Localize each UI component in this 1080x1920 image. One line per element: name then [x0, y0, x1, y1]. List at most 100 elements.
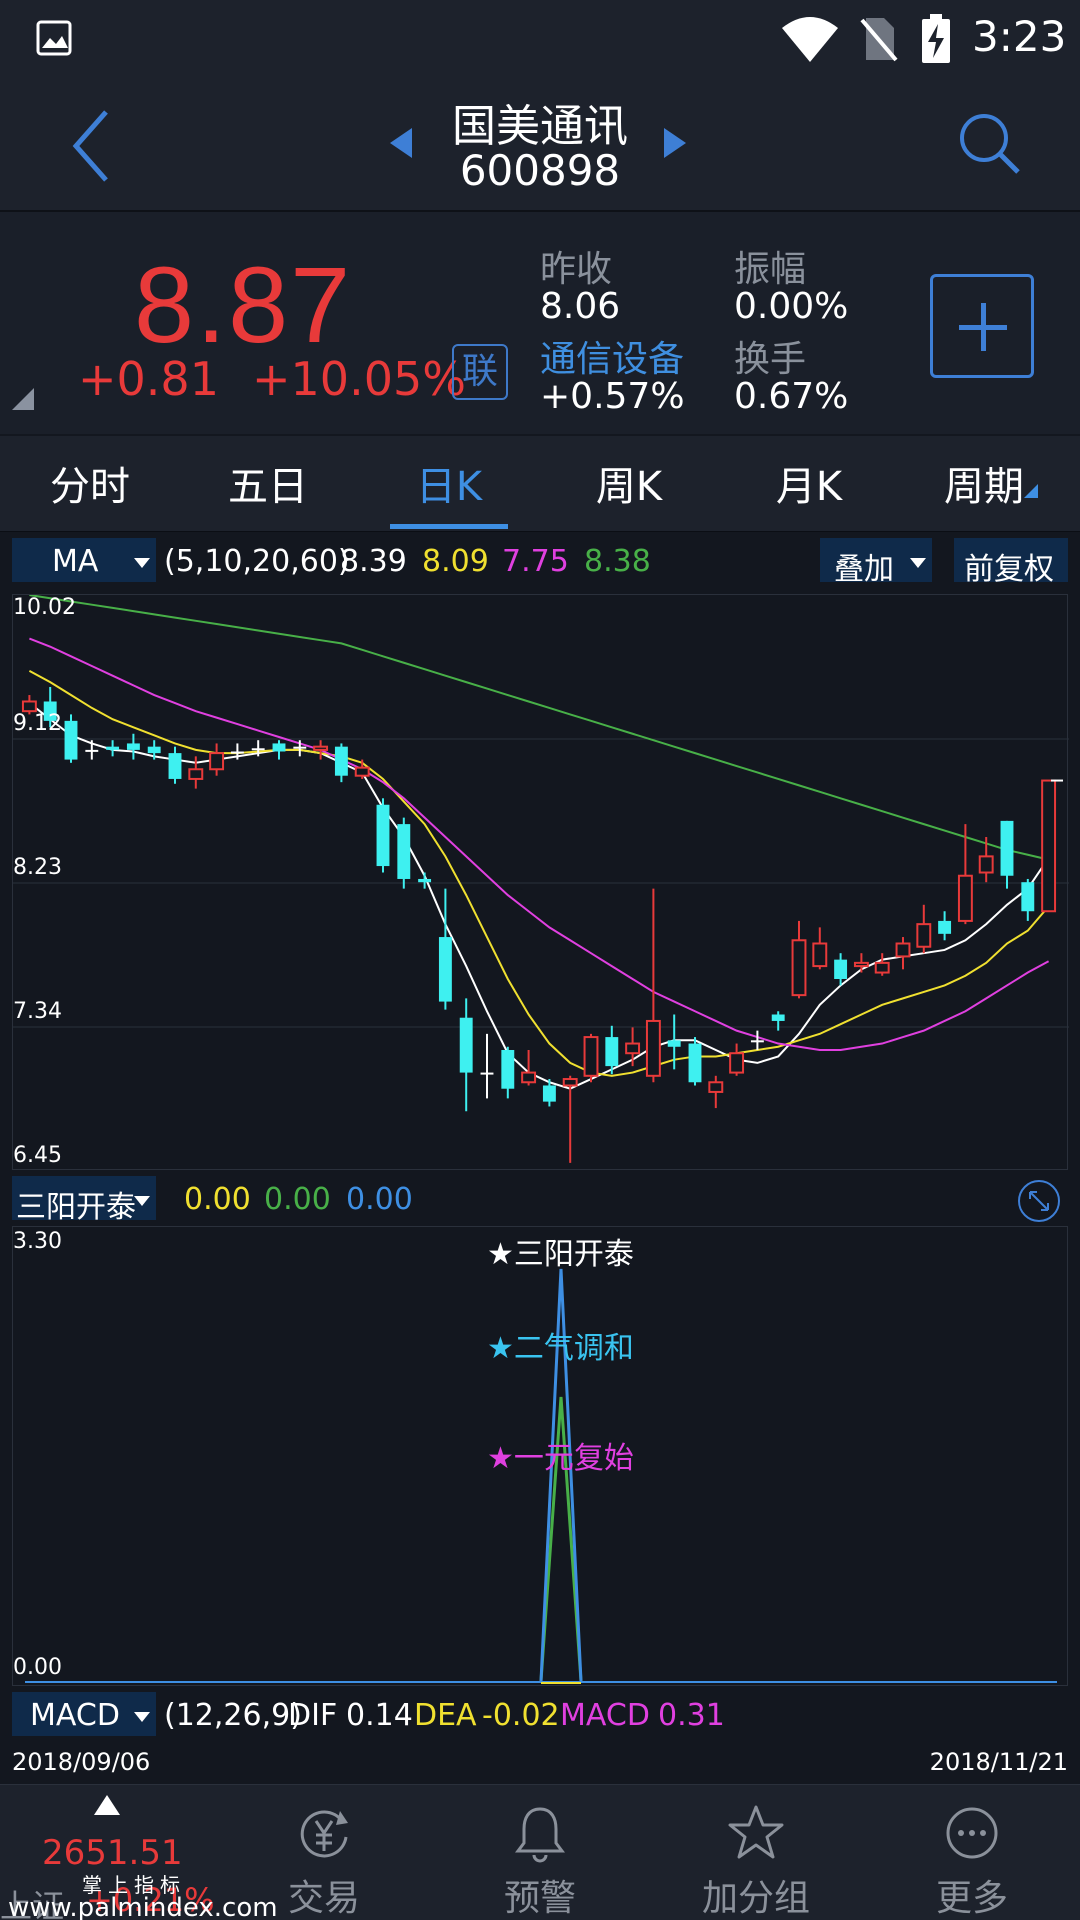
indicator-ymin: 0.00 [13, 1655, 62, 1680]
candle [874, 953, 890, 976]
candle [957, 824, 973, 925]
macd-selector[interactable]: MACD [12, 1692, 156, 1736]
legend-yiyuan: ★一元复始 [487, 1441, 634, 1476]
dif-label: DIF [288, 1698, 338, 1733]
indicator-bar: 三阳开泰 0.00 0.00 0.00 [0, 1172, 1080, 1225]
start-date: 2018/09/06 [12, 1748, 151, 1776]
clock: 3:23 [972, 12, 1067, 61]
next-stock-icon[interactable] [664, 128, 686, 158]
candle [85, 740, 99, 760]
image-notification-icon [36, 20, 72, 56]
candle [459, 998, 473, 1112]
macd-value: 0.31 [658, 1698, 725, 1733]
ma10-value: 8.09 [422, 544, 489, 579]
battery-charging-icon [922, 14, 950, 63]
linked-stock-button[interactable]: 联 [452, 344, 508, 400]
adjust-button[interactable]: 前复权 [954, 538, 1068, 587]
indicator-selector[interactable]: 三阳开泰 [12, 1176, 156, 1225]
amplitude-value: 0.00% [734, 286, 849, 327]
candle [771, 1011, 785, 1031]
date-range: 2018/09/06 2018/11/21 [0, 1744, 1080, 1780]
index-ticker[interactable]: 2651.51 上证 +0.21% 掌上指标 www.palmindex.com [0, 1785, 278, 1920]
candle [230, 743, 244, 760]
ma-params: (5,10,20,60) [164, 544, 350, 579]
fullscreen-icon[interactable] [1016, 1178, 1062, 1224]
tab-monthly-k[interactable]: 月K [775, 464, 843, 510]
series-line-ma20 [29, 637, 1050, 1051]
tab-five-day[interactable]: 五日 [228, 464, 308, 510]
ma-selector[interactable]: MA [12, 538, 156, 582]
dif-value: 0.14 [346, 1698, 413, 1733]
industry-link[interactable]: 通信设备 [540, 339, 685, 380]
chevron-down-icon [134, 1712, 150, 1722]
legend-erqi: ★二气调和 [487, 1331, 634, 1366]
expand-corner-icon[interactable] [12, 388, 34, 410]
candle [501, 1046, 515, 1099]
candle [853, 953, 869, 973]
period-dropdown-icon [1024, 484, 1038, 498]
candle [895, 937, 911, 970]
legend-sanyang: ★三阳开泰 [487, 1237, 634, 1272]
add-watchlist-button[interactable] [930, 274, 1034, 378]
period-tabs: 分时 五日 日K 周K 月K 周期 [0, 436, 1080, 532]
tab-daily-k[interactable]: 日K [415, 464, 483, 510]
candle [605, 1025, 619, 1075]
turnover-value: 0.67% [734, 376, 849, 417]
tab-period[interactable]: 周期 [944, 464, 1024, 510]
prev-close-label: 昨收 [540, 249, 613, 290]
chevron-down-icon [910, 558, 926, 568]
candle [209, 743, 225, 776]
candle [791, 920, 807, 999]
ma-bar: MA (5,10,20,60) 8.39 8.09 7.75 8.38 叠加 前… [0, 534, 1080, 592]
candle [376, 798, 390, 873]
prev-close-value: 8.06 [540, 286, 621, 327]
chevron-down-icon [134, 558, 150, 568]
candle [251, 740, 265, 757]
quote-panel: 8.87 +0.81 +10.05% 联 昨收 8.06 通信设备 +0.57%… [0, 212, 1080, 434]
trade-yen-icon [300, 1810, 348, 1858]
candle [750, 1030, 764, 1050]
current-price: 8.87 [134, 244, 353, 365]
nav-more[interactable]: 更多 [864, 1785, 1080, 1920]
index-value: 2651.51 [42, 1833, 183, 1873]
indicator-ymax: 3.30 [13, 1229, 62, 1254]
candle [334, 743, 348, 783]
macd-label: MACD [560, 1698, 650, 1733]
stock-header: 国美通讯 600898 [0, 76, 1080, 212]
bell-icon [515, 1807, 565, 1863]
tab-weekly-k[interactable]: 周K [595, 464, 663, 510]
nav-trade[interactable]: 交易 [216, 1785, 432, 1920]
stock-name: 国美通讯 [452, 101, 628, 152]
indicator-chart[interactable]: 3.30 0.00 ★三阳开泰 ★二气调和 ★一元复始 [12, 1226, 1068, 1686]
candle [64, 714, 78, 763]
indicator-svg [25, 1268, 1057, 1684]
candle [397, 817, 411, 889]
back-icon[interactable] [66, 106, 116, 186]
candle [43, 686, 57, 728]
candle [1000, 820, 1014, 889]
overlay-selector[interactable]: 叠加 [820, 538, 932, 587]
candle [729, 1043, 745, 1076]
ma60-value: 8.38 [584, 544, 651, 579]
candle [354, 759, 370, 779]
price-tick-2: 9.12 [13, 711, 62, 736]
previous-stock-icon[interactable] [390, 128, 412, 158]
candle [21, 695, 37, 715]
indicator-value-3: 0.00 [346, 1182, 413, 1217]
series-line-ma5 [28, 702, 1050, 1090]
tab-intraday[interactable]: 分时 [50, 464, 130, 510]
no-sim-icon [860, 18, 898, 62]
price-change: +0.81 [78, 352, 219, 406]
ma5-value: 8.39 [340, 544, 407, 579]
candle [313, 740, 329, 760]
indicator-value-2: 0.00 [264, 1182, 331, 1217]
kline-chart[interactable]: 10.02 9.12 8.23 7.34 6.45 [12, 594, 1069, 1170]
candle [293, 740, 307, 757]
amplitude-label: 振幅 [734, 249, 807, 290]
candle [834, 953, 848, 986]
nav-alert[interactable]: 预警 [432, 1785, 648, 1920]
wifi-icon [782, 17, 838, 62]
nav-group[interactable]: 加分组 [648, 1785, 864, 1920]
search-icon[interactable] [956, 110, 1022, 176]
nav-trade-label: 交易 [287, 1878, 360, 1919]
